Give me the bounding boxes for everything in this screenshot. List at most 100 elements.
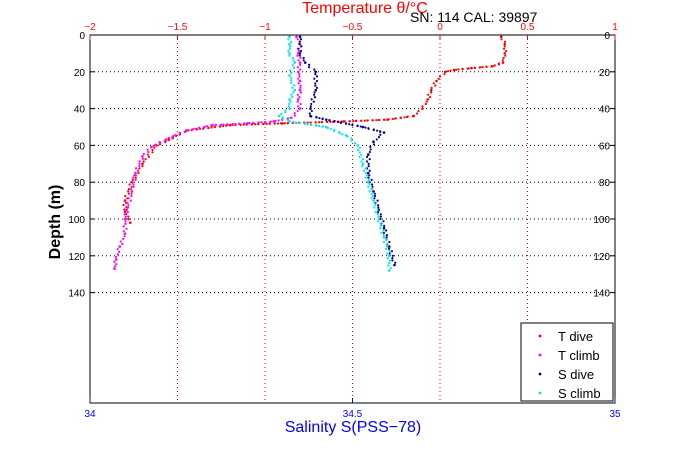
legend-marker: [538, 353, 542, 357]
data-point: [503, 45, 506, 48]
data-point: [321, 118, 324, 121]
data-point: [329, 127, 332, 131]
data-point: [125, 206, 128, 209]
data-point: [366, 180, 370, 184]
data-point: [500, 38, 503, 41]
data-point: [411, 115, 414, 118]
data-point: [129, 199, 132, 202]
data-point: [277, 119, 280, 122]
data-point: [314, 88, 318, 92]
data-point: [374, 211, 377, 214]
data-point: [142, 153, 145, 156]
data-point: [434, 84, 437, 87]
data-point: [298, 52, 302, 55]
data-point: [333, 120, 336, 123]
data-point: [126, 211, 129, 214]
data-point: [363, 119, 366, 122]
data-point: [280, 113, 283, 116]
data-point: [388, 240, 391, 244]
data-point: [286, 122, 289, 125]
data-point: [368, 150, 371, 154]
data-point: [314, 121, 317, 124]
data-point: [296, 66, 299, 69]
data-point: [339, 121, 343, 124]
data-point: [502, 47, 506, 50]
data-point: [291, 56, 294, 60]
data-point: [220, 123, 223, 126]
data-point: [356, 144, 360, 147]
data-point: [315, 75, 319, 78]
data-point: [313, 77, 316, 80]
data-point: [361, 125, 365, 129]
data-point: [191, 128, 195, 131]
data-point: [141, 165, 144, 168]
data-point: [167, 136, 171, 140]
salinity-tick-label: 34.5: [343, 409, 363, 420]
data-point: [288, 42, 291, 46]
data-point: [273, 122, 276, 125]
temperature-tick-label: −1.5: [168, 22, 188, 33]
data-point: [124, 220, 127, 223]
data-point: [449, 69, 452, 72]
data-point: [313, 91, 316, 94]
data-point: [289, 45, 292, 48]
data-point: [364, 126, 367, 129]
data-point: [390, 250, 394, 253]
data-point: [354, 119, 357, 123]
data-point: [428, 96, 432, 99]
data-point: [207, 126, 210, 130]
data-point: [298, 40, 301, 43]
legend-marker: [538, 391, 542, 395]
data-point: [127, 188, 130, 191]
temperature-tick-label: 1: [612, 22, 618, 33]
depth-tick-label-right: 100: [593, 215, 610, 226]
data-point: [298, 42, 301, 46]
data-point: [367, 165, 370, 168]
data-point: [164, 138, 168, 141]
data-point: [138, 162, 141, 165]
data-point: [310, 98, 313, 101]
data-point: [306, 121, 309, 124]
data-point: [289, 100, 292, 103]
data-point: [379, 213, 382, 216]
data-point: [336, 120, 339, 124]
data-point: [141, 155, 144, 158]
data-point: [298, 88, 302, 92]
data-point: [388, 250, 391, 253]
data-point: [119, 240, 122, 243]
temperature-tick-label: −0.5: [343, 22, 363, 33]
bottom-axis: 34 34.5 35: [84, 398, 621, 420]
data-point: [379, 215, 382, 218]
data-point: [324, 125, 328, 129]
data-point: [485, 65, 488, 68]
data-point: [264, 120, 267, 124]
data-point: [391, 254, 394, 257]
data-point: [246, 122, 249, 125]
data-point: [366, 119, 369, 122]
data-point: [372, 199, 375, 202]
data-point: [502, 56, 505, 60]
data-point: [127, 192, 130, 195]
data-point: [296, 98, 300, 101]
data-point: [309, 105, 312, 108]
data-point: [388, 262, 391, 265]
depth-tick-label-right: 0: [604, 31, 610, 42]
data-point: [291, 96, 294, 99]
temperature-tick-label: 0: [437, 22, 443, 33]
data-point: [466, 67, 469, 70]
data-point: [124, 215, 127, 218]
data-point: [312, 100, 315, 103]
data-point: [310, 102, 313, 106]
data-point: [117, 250, 121, 253]
data-point: [130, 194, 133, 198]
data-point: [130, 190, 134, 193]
data-point: [427, 93, 430, 96]
data-point: [172, 134, 175, 138]
data-point: [293, 61, 297, 64]
data-point: [141, 157, 145, 160]
data-point: [302, 56, 305, 60]
data-point: [371, 185, 374, 188]
data-point: [377, 215, 380, 218]
series-s-dive: [297, 35, 397, 267]
data-point: [144, 158, 147, 161]
